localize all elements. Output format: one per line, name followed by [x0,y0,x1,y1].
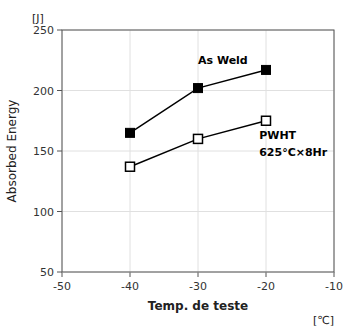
tick-label: 250 [33,24,54,37]
tick-label: -10 [325,280,343,293]
tick [62,272,63,277]
tick [334,272,335,277]
tick-label: 150 [33,145,54,158]
marker [126,128,135,137]
marker [262,116,271,125]
axes: -50 -40 -30 -20 -10 50 100 150 200 250 [33,24,343,293]
marker [262,65,271,74]
x-unit-label: [℃] [313,314,334,327]
tick-label: 200 [33,85,54,98]
marker [194,84,203,93]
tick [57,151,62,152]
tick-label: -30 [189,280,207,293]
tick-label: 100 [33,206,54,219]
tick [57,90,62,91]
marker [126,162,135,171]
series-line [130,70,266,133]
tick [57,211,62,212]
tick-label: -20 [257,280,275,293]
y-axis-label: Absorbed Energy [5,100,19,203]
y-unit-label: [J] [32,12,44,25]
annotation: PWHT [259,129,296,142]
data [126,65,271,171]
annotation: As Weld [198,54,248,67]
chart: -50 -40 -30 -20 -10 50 100 150 200 250 As Weld PWHT… [0,0,350,330]
tick [198,272,199,277]
tick [266,272,267,277]
tick-label: -40 [121,280,139,293]
annotation: 625°C×8Hr [259,146,328,159]
series-line [130,121,266,167]
tick-label: -50 [53,280,71,293]
plot-frame [62,30,334,272]
marker [194,134,203,143]
tick-label: 50 [40,266,54,279]
grid-line [62,211,334,212]
tick [130,272,131,277]
tick [57,30,62,31]
plot-area [62,30,334,272]
tick [57,272,62,273]
x-axis-label: Temp. de teste [148,299,248,313]
